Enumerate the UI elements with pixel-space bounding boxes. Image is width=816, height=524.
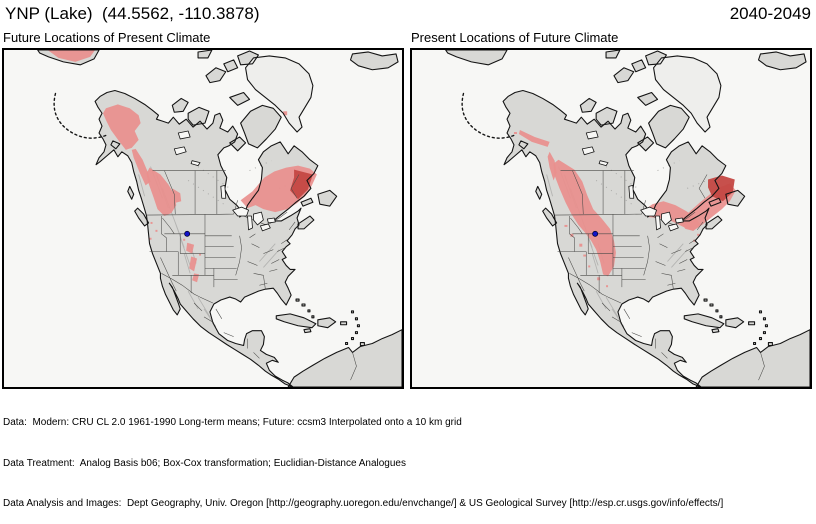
- reference-marker-left: [184, 230, 191, 237]
- analog-region-bc-coast-strip: [547, 151, 557, 181]
- decade-label: 2040-2049: [729, 4, 811, 23]
- analog-region-labrador-core: [290, 169, 313, 200]
- analog-region-utah-colorado: [186, 242, 200, 283]
- reference-marker-right: [592, 230, 599, 237]
- analog-specks-right: [513, 132, 701, 288]
- analog-region-chukotka: [47, 50, 96, 62]
- panel-title-left: Future Locations of Present Climate: [3, 30, 211, 45]
- analog-region-gulf-stlawrence-core: [708, 175, 735, 202]
- footer-line-data: Data: Modern: CRU CL 2.0 1961-1990 Long-…: [3, 417, 462, 428]
- analog-region-rockies-swath: [553, 159, 616, 277]
- analog-region-south-alaska: [103, 104, 141, 150]
- map-panel-future-locations: [2, 48, 404, 389]
- analog-region-alaska-panhandle: [131, 148, 151, 186]
- analog-specks-left: [149, 111, 288, 256]
- analog-region-alaska-coast: [518, 130, 550, 147]
- analog-region-bc-alberta: [146, 167, 182, 217]
- page-title: YNP (Lake) (44.5562, -110.3878): [5, 4, 260, 23]
- map-svg-left: [4, 50, 402, 387]
- footer-credits: Data: Modern: CRU CL 2.0 1961-1990 Long-…: [3, 389, 723, 524]
- panel-title-right: Present Locations of Future Climate: [411, 30, 619, 45]
- map-panel-present-locations: [410, 48, 812, 389]
- footer-line-treatment: Data Treatment: Analog Basis b06; Box-Co…: [3, 457, 406, 469]
- map-svg-right: [412, 50, 810, 387]
- footer-line-analysis: Data Analysis and Images: Dept Geography…: [3, 498, 724, 509]
- analog-overlay-right: [513, 130, 736, 288]
